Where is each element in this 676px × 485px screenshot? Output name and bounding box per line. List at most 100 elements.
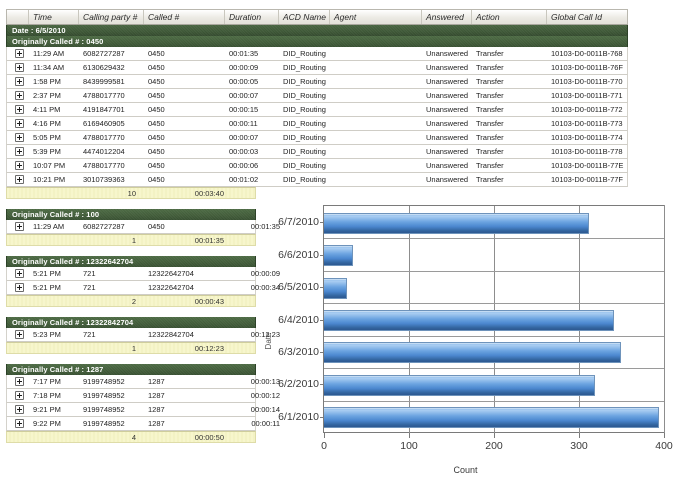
chart-x-tick <box>494 433 495 438</box>
table-row[interactable]: 11:29 AM 6082727287 0450 00:01:35 <box>6 220 280 234</box>
plus-icon[interactable] <box>15 91 24 100</box>
plus-icon[interactable] <box>15 133 24 142</box>
cell-action: Transfer <box>476 119 504 128</box>
cell-calling-party: 9199748952 <box>83 377 125 386</box>
table-row[interactable]: 9:22 PM 9199748952 1287 00:00:11 <box>6 417 280 431</box>
column-header-duration[interactable]: Duration <box>225 10 279 24</box>
group-header-12322842704[interactable]: Originally Called # : 12322842704 <box>6 317 256 328</box>
row-expander-cell[interactable] <box>7 89 29 102</box>
row-expander-cell[interactable] <box>7 389 29 402</box>
row-expander-cell[interactable] <box>7 220 29 233</box>
row-expander-cell[interactable] <box>7 173 29 186</box>
row-expander-cell[interactable] <box>7 328 29 341</box>
table-row[interactable]: 10:07 PM 4788017770 0450 00:00:06 DID_Ro… <box>6 159 628 173</box>
chart-bar[interactable] <box>324 245 354 267</box>
table-row[interactable]: 9:21 PM 9199748952 1287 00:00:14 <box>6 403 280 417</box>
row-expander-cell[interactable] <box>7 267 29 280</box>
chart-bar[interactable] <box>324 374 596 396</box>
table-row[interactable]: 4:16 PM 6169460905 0450 00:00:11 DID_Rou… <box>6 117 628 131</box>
plus-icon[interactable] <box>15 119 24 128</box>
plus-icon[interactable] <box>15 330 24 339</box>
row-expander-cell[interactable] <box>7 47 29 60</box>
chart-y-tick <box>320 222 324 224</box>
chart-bar[interactable] <box>324 212 589 234</box>
plus-icon[interactable] <box>15 147 24 156</box>
column-header-calling-party[interactable]: Calling party # <box>79 10 144 24</box>
table-row[interactable]: 11:29 AM 6082727287 0450 00:01:35 DID_Ro… <box>6 47 628 61</box>
cell-global-call-id: 10103-D0-0011B-76F <box>551 63 623 72</box>
table-row[interactable]: 5:21 PM 721 12322642704 00:00:34 <box>6 281 280 295</box>
cell-global-call-id: 10103-D0-0011B-774 <box>551 133 623 142</box>
chart-x-tick-label: 200 <box>485 440 503 452</box>
cell-time: 5:23 PM <box>33 330 61 339</box>
column-header-agent[interactable]: Agent <box>330 10 422 24</box>
group-header-12322642704[interactable]: Originally Called # : 12322642704 <box>6 256 256 267</box>
cell-time: 9:21 PM <box>33 405 61 414</box>
row-expander-cell[interactable] <box>7 417 29 430</box>
column-header-expander[interactable] <box>7 10 29 24</box>
row-expander-cell[interactable] <box>7 145 29 158</box>
table-row[interactable]: 2:37 PM 4788017770 0450 00:00:07 DID_Rou… <box>6 89 628 103</box>
chart-gridline-y <box>324 270 664 272</box>
date-group-header[interactable]: Date : 6/5/2010 <box>6 25 628 36</box>
table-row[interactable]: 10:21 PM 3010739363 0450 00:01:02 DID_Ro… <box>6 173 628 187</box>
table-row[interactable]: 7:18 PM 9199748952 1287 00:00:12 <box>6 389 280 403</box>
plus-icon[interactable] <box>15 405 24 414</box>
table-row[interactable]: 1:58 PM 8439999581 0450 00:00:05 DID_Rou… <box>6 75 628 89</box>
row-expander-cell[interactable] <box>7 117 29 130</box>
chart-y-axis-title: Date <box>263 332 273 349</box>
chart-x-tick-label: 0 <box>321 440 327 452</box>
cell-answered: Unanswered <box>426 105 469 114</box>
plus-icon[interactable] <box>15 105 24 114</box>
plus-icon[interactable] <box>15 377 24 386</box>
row-expander-cell[interactable] <box>7 159 29 172</box>
table-row[interactable]: 11:34 AM 6130629432 0450 00:00:09 DID_Ro… <box>6 61 628 75</box>
plus-icon[interactable] <box>15 77 24 86</box>
column-header-time[interactable]: Time <box>29 10 79 24</box>
cell-called: 0450 <box>148 161 165 170</box>
cell-calling-party: 721 <box>83 330 96 339</box>
chart-bar[interactable] <box>324 342 621 364</box>
column-header-global-call-id[interactable]: Global Call Id <box>551 12 603 22</box>
table-row[interactable]: 7:17 PM 9199748952 1287 00:00:13 <box>6 375 280 389</box>
column-header-action[interactable]: Action <box>472 10 547 24</box>
row-expander-cell[interactable] <box>7 281 29 294</box>
cell-calling-party: 9199748952 <box>83 405 125 414</box>
row-expander-cell[interactable] <box>7 75 29 88</box>
row-expander-cell[interactable] <box>7 61 29 74</box>
chart-bar[interactable] <box>324 407 660 429</box>
table-row[interactable]: 5:23 PM 721 12322842704 00:12:23 <box>6 328 280 342</box>
table-row[interactable]: 5:05 PM 4788017770 0450 00:00:07 DID_Rou… <box>6 131 628 145</box>
chart-bar[interactable] <box>324 310 614 331</box>
cell-duration: 00:12:23 <box>250 330 280 339</box>
cell-time: 11:29 AM <box>33 222 65 231</box>
plus-icon[interactable] <box>15 419 24 428</box>
group-header-1287[interactable]: Originally Called # : 1287 <box>6 364 256 375</box>
chart-bar[interactable] <box>324 277 348 299</box>
total-count: 10 <box>127 188 136 198</box>
chart-x-tick <box>324 433 325 438</box>
plus-icon[interactable] <box>15 269 24 278</box>
plus-icon[interactable] <box>15 222 24 231</box>
group-header-0450[interactable]: Originally Called # : 0450 <box>6 36 628 47</box>
column-header-called[interactable]: Called # <box>144 10 225 24</box>
plus-icon[interactable] <box>15 63 24 72</box>
cell-calling-party: 3010739363 <box>83 175 125 184</box>
column-header-answered[interactable]: Answered <box>422 10 472 24</box>
row-expander-cell[interactable] <box>7 403 29 416</box>
table-row[interactable]: 5:21 PM 721 12322642704 00:00:09 <box>6 267 280 281</box>
cell-duration: 00:00:12 <box>250 391 280 400</box>
plus-icon[interactable] <box>15 49 24 58</box>
row-expander-cell[interactable] <box>7 375 29 388</box>
plus-icon[interactable] <box>15 391 24 400</box>
plus-icon[interactable] <box>15 161 24 170</box>
cell-calling-party: 9199748952 <box>83 419 125 428</box>
plus-icon[interactable] <box>15 283 24 292</box>
table-row[interactable]: 4:11 PM 4191847701 0450 00:00:15 DID_Rou… <box>6 103 628 117</box>
column-header-acd-name[interactable]: ACD Name <box>279 10 330 24</box>
table-row[interactable]: 5:39 PM 4474012204 0450 00:00:03 DID_Rou… <box>6 145 628 159</box>
row-expander-cell[interactable] <box>7 131 29 144</box>
plus-icon[interactable] <box>15 175 24 184</box>
group-header-100[interactable]: Originally Called # : 100 <box>6 209 256 220</box>
row-expander-cell[interactable] <box>7 103 29 116</box>
